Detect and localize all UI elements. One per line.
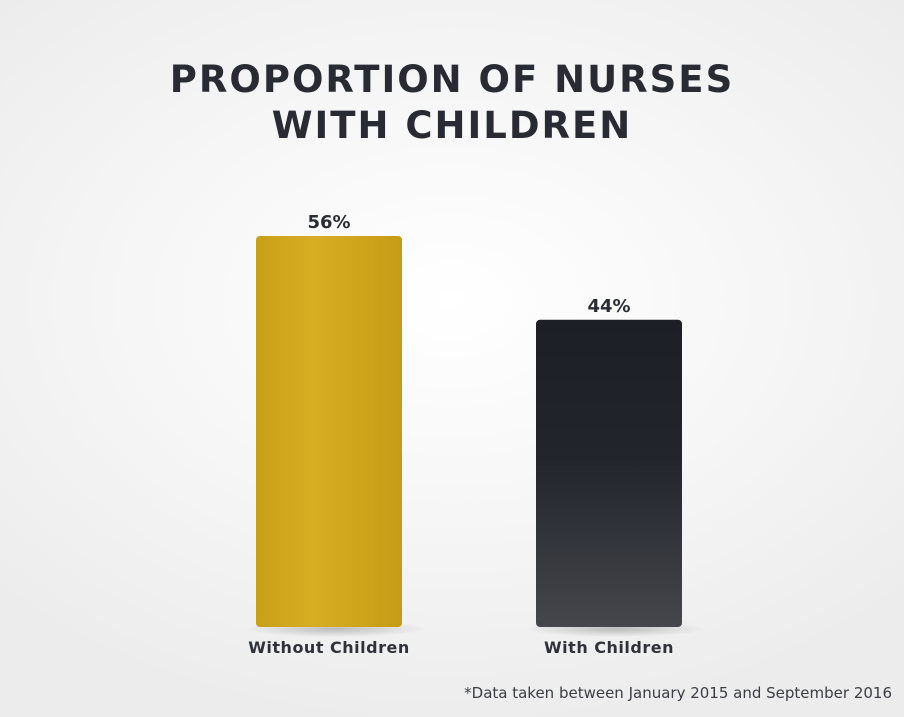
value-label-without-children: 56% — [307, 212, 350, 233]
chart-title-line-2: WITH CHILDREN — [271, 104, 633, 147]
category-label-with-children: With Children — [544, 638, 674, 657]
bar-without-children — [256, 236, 402, 627]
value-label-with-children: 44% — [587, 296, 630, 317]
bars-layer: 56% Without Children 44% With Children — [244, 212, 706, 657]
bar-with-children — [536, 319, 682, 627]
footnote: *Data taken between January 2015 and Sep… — [464, 684, 892, 702]
category-label-without-children: Without Children — [248, 638, 409, 657]
chart-title-line-1: PROPORTION OF NURSES — [169, 58, 735, 101]
